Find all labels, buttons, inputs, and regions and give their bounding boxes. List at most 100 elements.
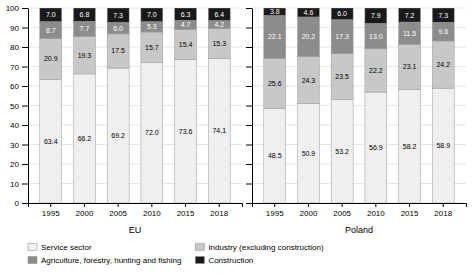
y-tick-label: 100 — [6, 4, 20, 13]
y-tick-label: 0 — [15, 199, 20, 208]
bars — [264, 8, 454, 203]
x-tick: 2018 — [434, 203, 452, 218]
x-tick: 2005 — [333, 203, 351, 218]
legend-item: Industry (excluding construction) — [195, 243, 324, 252]
data-label: 8.7 — [46, 27, 56, 34]
x-tick-label: 2005 — [109, 209, 127, 218]
y-tick-label: 70 — [10, 63, 19, 72]
bars — [40, 8, 230, 203]
y-axis-line — [252, 9, 253, 204]
data-label: 48.5 — [268, 152, 282, 159]
data-label: 6.3 — [181, 11, 191, 18]
bar-segment — [264, 15, 286, 58]
data-label: 7.2 — [405, 12, 415, 19]
y-tick-mark — [246, 125, 252, 126]
data-label: 6.0 — [113, 25, 123, 32]
bar-segment — [73, 36, 95, 74]
bar-segment — [264, 108, 286, 203]
y-axis: 0102030405060708090100 — [6, 4, 29, 208]
data-label: 74.1 — [212, 127, 226, 134]
y-tick-mark — [246, 8, 252, 9]
bar-segment — [107, 34, 129, 68]
data-label: 58.9 — [436, 142, 450, 149]
y-tick: 90 — [10, 24, 28, 33]
y-tick-mark — [246, 164, 252, 165]
bar-segment — [208, 29, 230, 59]
legend-swatch — [195, 257, 204, 264]
y-tick: 10 — [10, 180, 28, 189]
x-tick-mark — [84, 203, 85, 207]
x-tick: 2018 — [210, 203, 228, 218]
data-label: 19.3 — [78, 52, 92, 59]
data-label: 63.4 — [44, 138, 58, 145]
data-label: 7.0 — [46, 11, 56, 18]
y-tick-label: 80 — [10, 43, 19, 52]
bar-segment — [365, 8, 387, 23]
data-label: 4.7 — [181, 21, 191, 28]
bar-segment — [331, 53, 353, 99]
y-tick: 100 — [6, 4, 28, 13]
x-tick-mark — [308, 203, 309, 207]
bar-segment — [141, 32, 163, 63]
y-tick-label: 30 — [10, 141, 19, 150]
x-axis-line — [253, 204, 467, 208]
bar-segment — [107, 22, 129, 34]
y-axis — [246, 9, 253, 204]
x-tick-mark — [443, 203, 444, 207]
x-tick-label: 2000 — [76, 209, 94, 218]
panel: 63.466.269.272.073.674.120.919.317.515.7… — [6, 4, 243, 235]
x-tick-label: 2000 — [300, 209, 318, 218]
bar-segment — [175, 59, 197, 203]
data-label: 6.8 — [80, 11, 90, 18]
bar-segment — [141, 8, 163, 22]
y-tick: 0 — [15, 199, 28, 208]
data-label: 5.3 — [147, 23, 157, 30]
data-label: 11.5 — [403, 30, 416, 37]
y-axis-line — [28, 9, 29, 204]
bar-segment — [40, 39, 62, 80]
data-labels: 63.466.269.272.073.674.120.919.317.515.7… — [44, 11, 226, 145]
data-label: 6.4 — [214, 11, 224, 18]
bar-segment — [297, 17, 319, 56]
bar-segment — [175, 8, 197, 20]
data-label: 7.3 — [438, 12, 448, 19]
data-label: 15.7 — [145, 44, 159, 51]
y-tick-mark — [22, 8, 28, 9]
y-tick-mark — [22, 67, 28, 68]
data-label: 4.2 — [214, 21, 224, 28]
x-tick-mark — [409, 203, 410, 207]
y-tick-mark — [246, 106, 252, 107]
bar-segment — [40, 79, 62, 203]
data-label: 72.0 — [145, 129, 159, 136]
bar-segment — [331, 99, 353, 203]
data-label: 20.2 — [302, 33, 316, 40]
bar-segment — [399, 8, 421, 22]
data-label: 73.6 — [179, 128, 193, 135]
y-tick: 40 — [10, 121, 28, 130]
x-tick-mark — [342, 203, 343, 207]
y-tick-mark — [22, 203, 28, 204]
bar-segment — [141, 63, 163, 203]
data-label: 23.5 — [335, 73, 349, 80]
bar-segment — [432, 88, 454, 203]
x-tick: 2010 — [367, 203, 385, 218]
x-axis: 199520002005201020152018 — [29, 203, 243, 218]
bar-segment — [365, 23, 387, 48]
x-tick: 2015 — [177, 203, 195, 218]
data-label: 9.6 — [438, 28, 448, 35]
data-label: 50.9 — [302, 150, 316, 157]
y-tick — [246, 67, 252, 68]
y-tick-label: 40 — [10, 121, 19, 130]
y-tick — [246, 28, 252, 29]
legend-label: Agriculture, forestry, hunting and fishi… — [41, 256, 181, 265]
chart: 63.466.269.272.073.674.120.919.317.515.7… — [0, 0, 474, 277]
x-axis: 199520002005201020152018 — [253, 203, 467, 218]
y-tick — [246, 125, 252, 126]
bar-segment — [399, 90, 421, 203]
x-tick-mark — [185, 203, 186, 207]
x-tick: 2000 — [300, 203, 318, 218]
data-label: 25.6 — [268, 80, 282, 87]
data-label: 58.2 — [403, 143, 417, 150]
y-tick-mark — [22, 125, 28, 126]
bar-segment — [208, 20, 230, 28]
